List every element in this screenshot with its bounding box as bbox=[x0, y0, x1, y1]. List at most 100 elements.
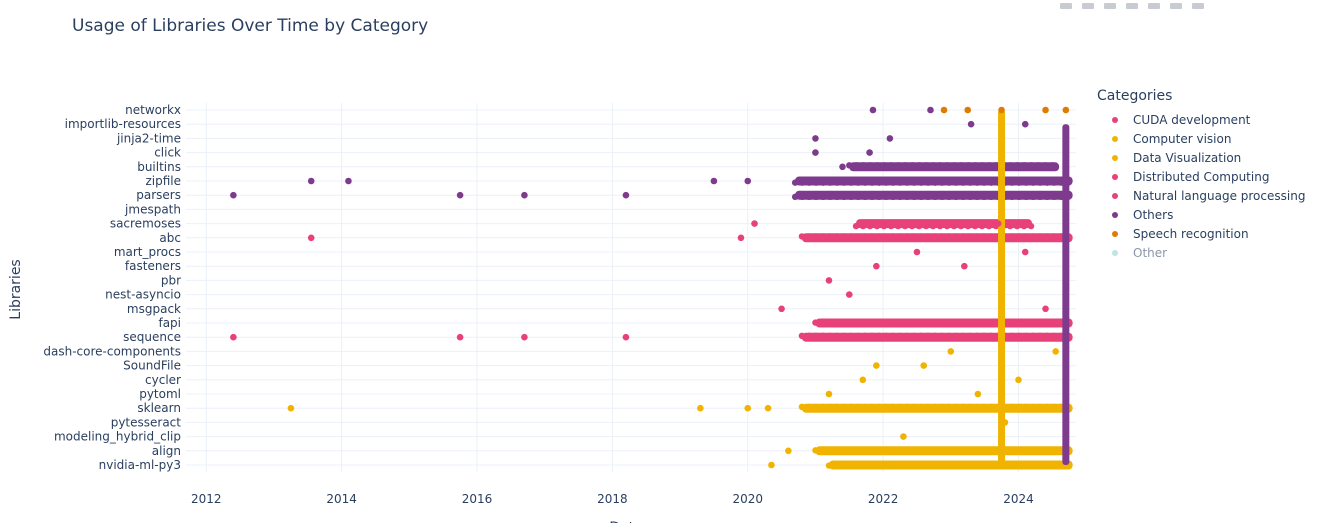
data-point bbox=[1028, 462, 1036, 469]
data-point bbox=[951, 462, 959, 469]
y-tick-label: sacremoses bbox=[110, 217, 181, 231]
data-point bbox=[987, 233, 995, 240]
legend-item[interactable]: Other bbox=[1097, 243, 1305, 262]
data-point bbox=[903, 403, 911, 411]
data-point bbox=[819, 319, 826, 326]
data-point bbox=[966, 403, 974, 411]
reset-icon[interactable] bbox=[1192, 3, 1204, 9]
data-point bbox=[958, 462, 966, 469]
data-point bbox=[854, 319, 861, 326]
data-point bbox=[967, 120, 975, 128]
data-point bbox=[961, 262, 968, 270]
data-point bbox=[1028, 162, 1035, 169]
data-point bbox=[826, 403, 834, 411]
data-point bbox=[840, 403, 848, 411]
zoom-out-icon[interactable] bbox=[1170, 3, 1182, 9]
data-point bbox=[945, 233, 953, 240]
legend-item[interactable]: Distributed Computing bbox=[1097, 167, 1305, 186]
data-point bbox=[978, 222, 986, 230]
data-point bbox=[622, 191, 630, 199]
data-point bbox=[882, 403, 890, 411]
data-point bbox=[847, 233, 855, 240]
y-tick-label: msgpack bbox=[127, 302, 181, 316]
data-point bbox=[944, 462, 952, 469]
y-axis-title: Libraries bbox=[8, 259, 24, 319]
zoom-icon[interactable] bbox=[1082, 3, 1094, 9]
data-point bbox=[945, 319, 952, 326]
camera-icon[interactable] bbox=[1060, 3, 1072, 9]
data-point bbox=[846, 462, 854, 469]
legend-item[interactable]: Others bbox=[1097, 205, 1305, 224]
data-point bbox=[896, 447, 903, 454]
data-point bbox=[798, 332, 806, 340]
data-point bbox=[798, 193, 806, 201]
data-point bbox=[903, 332, 911, 340]
data-point bbox=[924, 332, 932, 340]
data-point bbox=[1008, 332, 1016, 340]
data-point bbox=[812, 135, 819, 142]
data-point bbox=[889, 319, 896, 326]
data-point bbox=[896, 193, 904, 201]
data-point bbox=[880, 222, 888, 230]
data-point bbox=[805, 233, 813, 240]
chart-modebar[interactable] bbox=[1060, 0, 1320, 9]
data-point bbox=[868, 179, 876, 186]
data-point bbox=[1008, 233, 1016, 240]
data-point bbox=[945, 193, 953, 201]
pan-icon[interactable] bbox=[1104, 3, 1116, 9]
x-tick-label: 2024 bbox=[1003, 492, 1034, 506]
data-point bbox=[952, 233, 960, 240]
legend-item[interactable]: CUDA development bbox=[1097, 110, 1305, 129]
data-point bbox=[1006, 222, 1014, 230]
data-point bbox=[966, 319, 973, 326]
data-point bbox=[938, 332, 946, 340]
data-point bbox=[1015, 193, 1023, 201]
data-point bbox=[1022, 319, 1029, 326]
data-point bbox=[1042, 106, 1049, 114]
scatter-plot[interactable]: nvidia-ml-py3alignmodeling_hybrid_clippy… bbox=[0, 0, 1080, 523]
legend-item[interactable]: Speech recognition bbox=[1097, 224, 1305, 243]
data-point bbox=[1020, 222, 1028, 230]
data-point bbox=[920, 362, 928, 369]
data-point bbox=[952, 193, 960, 201]
data-point bbox=[882, 447, 889, 454]
data-point bbox=[825, 277, 833, 284]
zoom-in-icon[interactable] bbox=[1148, 3, 1160, 9]
data-point bbox=[917, 332, 925, 340]
legend-label: Other bbox=[1133, 245, 1168, 260]
data-point bbox=[868, 447, 875, 454]
data-point bbox=[861, 319, 868, 326]
data-point bbox=[952, 319, 959, 326]
data-point bbox=[805, 179, 813, 186]
y-tick-label: pytesseract bbox=[111, 415, 182, 429]
data-point bbox=[874, 162, 881, 169]
data-point bbox=[910, 233, 918, 240]
data-point bbox=[902, 162, 909, 169]
data-point bbox=[833, 193, 841, 201]
data-point bbox=[1036, 233, 1044, 240]
data-point bbox=[1008, 403, 1016, 411]
data-point bbox=[924, 447, 931, 454]
data-point bbox=[521, 333, 528, 341]
y-tick-label: mart_procs bbox=[114, 245, 181, 259]
data-point bbox=[882, 233, 890, 240]
data-point bbox=[868, 233, 876, 240]
data-point bbox=[1057, 447, 1064, 454]
data-point bbox=[854, 403, 862, 411]
data-point bbox=[931, 193, 939, 201]
data-point bbox=[924, 233, 932, 240]
y-tick-label: jmespath bbox=[124, 202, 181, 216]
data-point bbox=[307, 234, 315, 242]
legend-item[interactable]: Data Visualization bbox=[1097, 148, 1305, 167]
data-point bbox=[1022, 332, 1030, 340]
data-point bbox=[915, 222, 923, 230]
data-point bbox=[886, 135, 894, 142]
legend-item[interactable]: Natural language processing bbox=[1097, 186, 1305, 205]
select-icon[interactable] bbox=[1126, 3, 1138, 9]
data-point bbox=[1035, 462, 1043, 469]
data-point bbox=[986, 462, 994, 469]
legend-item[interactable]: Computer vision bbox=[1097, 129, 1305, 148]
data-point bbox=[1015, 319, 1022, 326]
data-point bbox=[230, 333, 237, 341]
data-point bbox=[952, 179, 960, 186]
